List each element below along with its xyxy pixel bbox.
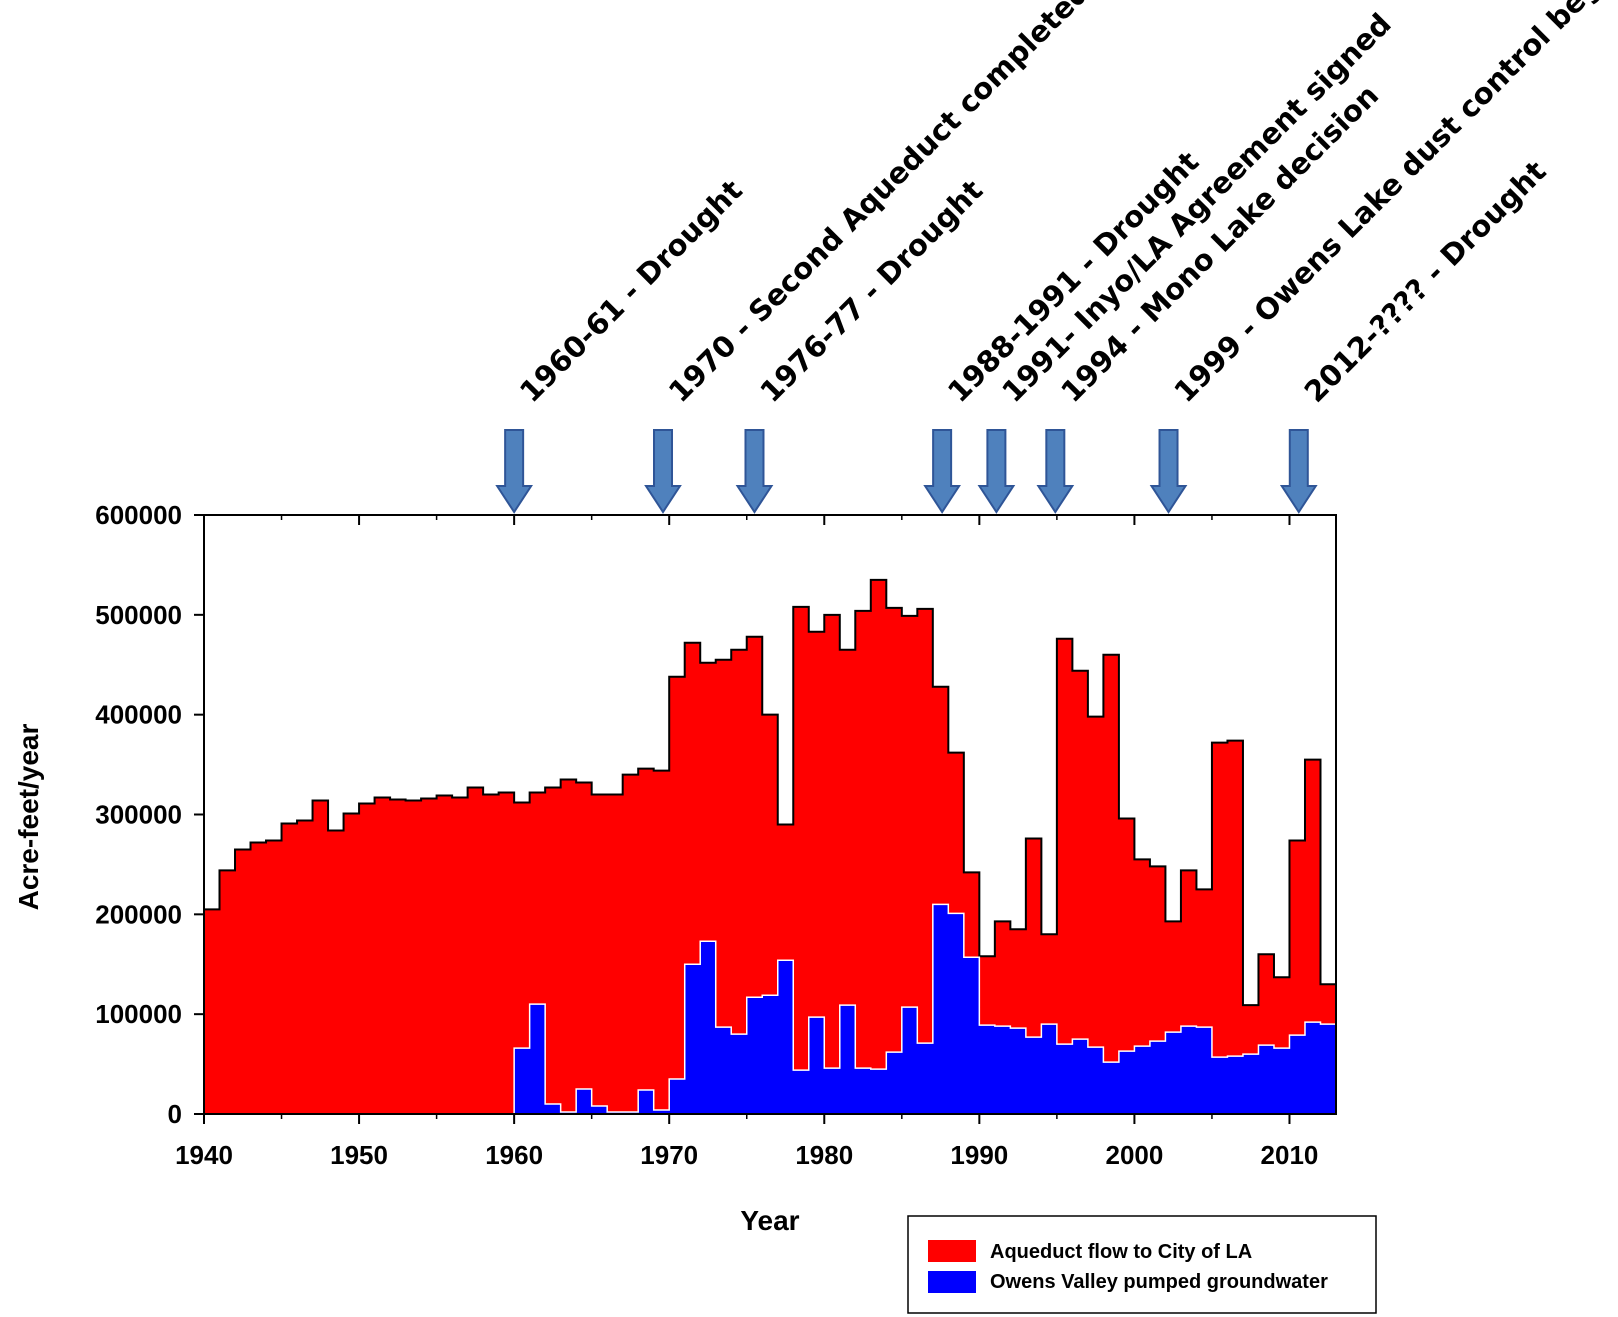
legend-swatch-aqueduct [928,1240,976,1262]
y-tick-label: 0 [168,1099,182,1129]
series-aqueduct-flow [204,578,1336,1114]
series-area [204,904,1336,1114]
event-arrow-icon [735,429,774,514]
y-tick-label: 400000 [95,700,182,730]
x-tick-label: 1990 [950,1140,1008,1170]
event-arrow-icon [1149,429,1188,514]
x-tick-label: 2000 [1105,1140,1163,1170]
legend-box [907,1215,1377,1314]
y-tick-label: 300000 [95,800,182,830]
event-arrow-icon [495,429,533,514]
y-tick-label: 100000 [95,999,182,1029]
series-outline [204,578,1336,1007]
event-arrow-icon [644,429,682,514]
event-label: 2012-???? - Drought [1298,154,1553,409]
series-area [204,579,1336,1114]
x-tick-label: 1970 [640,1140,698,1170]
x-axis-title: Year [740,1205,799,1236]
y-tick-label: 200000 [95,899,182,929]
y-tick-label: 500000 [95,600,182,630]
series-pumped-groundwater [204,903,1336,1115]
x-tick-label: 1950 [330,1140,388,1170]
x-tick-label: 1960 [485,1140,543,1170]
series-outline [204,903,1336,1115]
axes: 1940 1950 1960 1970 1980 1990 2000 2010 0 100000 2… [95,500,1337,1170]
event-marker: 1970 - Second Aqueduct completed [644,0,1096,514]
x-tick-label: 1940 [175,1140,233,1170]
y-tick-label: 600000 [95,500,182,530]
event-arrow-icon [1036,429,1075,514]
x-tick-label: 2010 [1261,1140,1319,1170]
plot-area [204,578,1336,1115]
x-tick-label: 1980 [795,1140,853,1170]
legend: Aqueduct flow to City of LA Owens Valley… [907,1215,1377,1314]
event-arrow-icon [977,429,1016,514]
legend-label-groundwater: Owens Valley pumped groundwater [990,1271,1328,1293]
event-arrow-icon [1279,429,1318,514]
y-axis-title: Acre-feet/year [13,724,44,911]
event-arrow-icon [923,429,961,514]
event-marker: 2012-???? - Drought [1279,154,1553,514]
legend-label-aqueduct: Aqueduct flow to City of LA [990,1241,1252,1263]
legend-swatch-groundwater [928,1271,976,1293]
